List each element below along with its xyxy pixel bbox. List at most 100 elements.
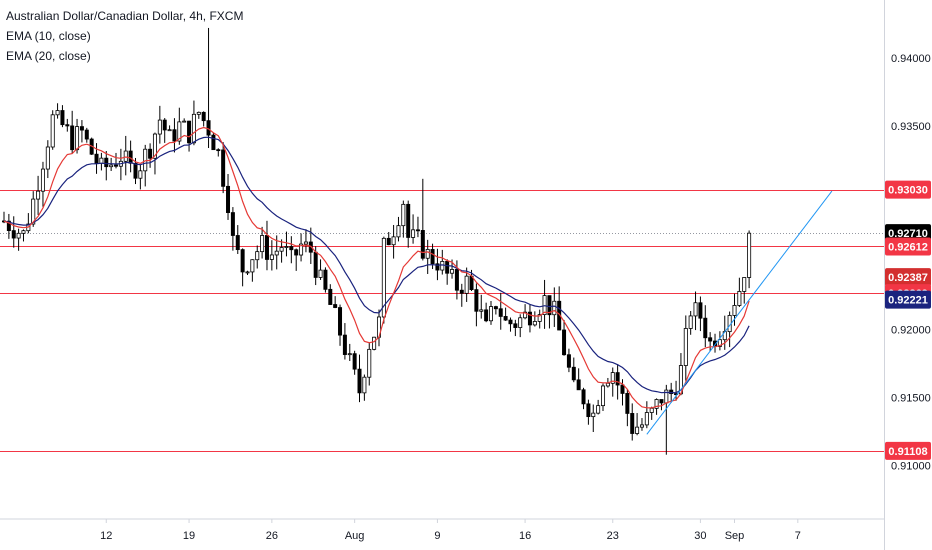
- price-tag-label: 0.92710: [888, 228, 928, 240]
- candle-body: [191, 113, 196, 144]
- candle-body: [55, 110, 60, 116]
- candle: [230, 207, 235, 251]
- candle: [167, 125, 172, 132]
- candle-body: [450, 269, 455, 274]
- candle-body: [420, 230, 425, 259]
- candle-body: [411, 229, 416, 238]
- candle: [659, 399, 664, 411]
- candle: [386, 231, 391, 246]
- candle-body: [717, 339, 722, 347]
- price-tag-box: [885, 237, 931, 256]
- candle: [562, 319, 567, 356]
- candle: [148, 143, 153, 168]
- candle-body: [591, 412, 596, 418]
- candle-body: [172, 129, 177, 142]
- candle-body: [503, 316, 508, 321]
- candle: [493, 305, 498, 315]
- candle: [75, 118, 80, 154]
- candle: [196, 111, 201, 119]
- candle: [40, 161, 45, 207]
- candle-body: [338, 307, 343, 336]
- candle-body: [406, 203, 411, 238]
- candle: [235, 225, 240, 254]
- candle-body: [196, 111, 201, 115]
- candle-body: [143, 148, 148, 172]
- candle: [411, 214, 416, 244]
- candle-body: [99, 157, 104, 164]
- time-tick-label: Aug: [345, 530, 365, 542]
- candle-body: [347, 353, 352, 356]
- candle: [50, 110, 55, 150]
- ema10-legend[interactable]: EMA (10, close): [6, 29, 91, 43]
- candle: [328, 284, 333, 305]
- symbol-title[interactable]: Australian Dollar/Canadian Dollar, 4h, F…: [6, 9, 244, 23]
- candle: [284, 231, 289, 257]
- candle-body: [605, 382, 610, 387]
- candle: [323, 267, 328, 293]
- candle: [688, 311, 693, 335]
- candle: [60, 105, 65, 128]
- candle: [45, 140, 50, 179]
- candle-body: [435, 263, 440, 271]
- candle: [742, 277, 747, 304]
- candle-body: [167, 129, 172, 132]
- candle-body: [688, 315, 693, 329]
- candle-body: [747, 232, 752, 278]
- price-tag-label: 0.92612: [888, 241, 928, 253]
- candle: [596, 399, 601, 415]
- candle: [172, 118, 177, 153]
- candle-body: [16, 232, 21, 239]
- candle: [425, 239, 430, 274]
- candle: [216, 148, 221, 157]
- price-axis[interactable]: 0.94000 0.93500 0.92000 0.91500 0.91000: [891, 53, 931, 473]
- candle: [65, 118, 70, 132]
- candle: [703, 305, 708, 348]
- price-tags: 0.930300.927100.926120.923870.922690.922…: [885, 180, 931, 460]
- candle: [372, 336, 377, 351]
- candle: [498, 292, 503, 330]
- candle-body: [698, 302, 703, 319]
- price-tick-label: 0.91000: [891, 461, 931, 473]
- candles: [2, 27, 752, 455]
- candle: [566, 348, 571, 373]
- candle-body: [635, 426, 640, 434]
- candle: [347, 343, 352, 362]
- candle: [162, 118, 167, 143]
- candle: [289, 236, 294, 264]
- candle-body: [562, 329, 567, 356]
- candle: [226, 174, 231, 220]
- time-axis[interactable]: 12 19 26 Aug 9 16 23 30 Sep 7: [100, 519, 801, 542]
- candle: [503, 307, 508, 321]
- candle: [191, 100, 196, 146]
- candle-body: [245, 271, 250, 274]
- chart-legend: Australian Dollar/Canadian Dollar, 4h, F…: [6, 6, 243, 66]
- candle-body: [615, 372, 620, 386]
- candle: [601, 383, 606, 412]
- candle-body: [328, 288, 333, 305]
- candle-body: [396, 225, 401, 238]
- candle: [260, 226, 265, 259]
- candle-body: [303, 241, 308, 245]
- ema20-legend[interactable]: EMA (20, close): [6, 49, 91, 63]
- candle: [401, 200, 406, 238]
- candle-body: [474, 289, 479, 312]
- candle: [114, 152, 119, 169]
- candle-body: [693, 302, 698, 317]
- candle: [708, 332, 713, 352]
- candle-body: [84, 129, 89, 140]
- candle-body: [235, 235, 240, 251]
- candle: [16, 228, 21, 251]
- candle-body: [138, 170, 143, 179]
- candle: [625, 389, 630, 427]
- candle-body: [523, 311, 528, 319]
- candle: [123, 135, 128, 176]
- candle-body: [65, 124, 70, 127]
- candle-body: [479, 309, 484, 312]
- candle-body: [737, 291, 742, 306]
- candle-body: [513, 323, 518, 328]
- candle: [294, 248, 299, 271]
- candle-body: [352, 353, 357, 370]
- candle: [571, 357, 576, 383]
- candle-body: [50, 114, 55, 148]
